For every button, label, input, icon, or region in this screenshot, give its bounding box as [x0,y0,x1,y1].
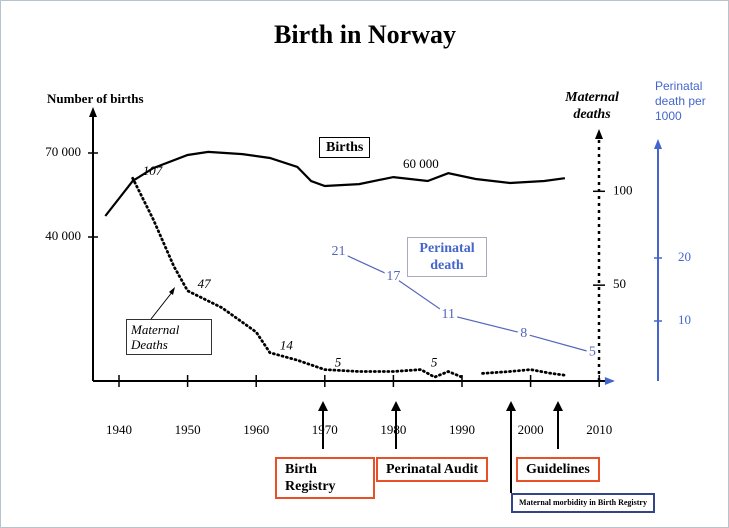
event-box: Guidelines [516,457,600,482]
annotation: 60 000 [403,156,439,171]
data-label: 14 [280,338,294,353]
series-line [338,251,593,354]
x-tick-label: 2010 [586,422,612,437]
y2-tick-label: 50 [613,276,626,291]
data-label: 8 [520,326,527,341]
arrow [654,139,662,149]
data-label: 17 [386,269,400,284]
event-box: Maternal morbidity in Birth Registry [511,493,655,513]
y3-tick-label: 20 [678,249,691,264]
arrow [318,401,328,411]
x-tick-label: 2000 [518,422,544,437]
data-label: 5 [589,345,596,360]
legend-perinatal: Perinatal death [407,237,487,277]
arrow [169,287,175,295]
arrow [506,401,516,411]
data-label: 107 [143,163,163,178]
y-axis-title: Number of births [47,91,144,106]
event-box: Perinatal Audit [376,457,489,482]
event-box: Birth Registry [275,457,375,499]
data-label: 21 [332,244,346,259]
arrow [391,401,401,411]
x-tick-label: 1940 [106,422,132,437]
x-tick-label: 1960 [243,422,269,437]
data-label: 11 [442,307,455,322]
y2-tick-label: 100 [613,182,633,197]
legend-maternal: Maternal Deaths [126,319,212,355]
y-tick-label: 40 000 [45,228,81,243]
x-tick-label: 1970 [312,422,338,437]
y3-tick-label: 10 [678,312,691,327]
y3-axis-title: Perinatal death per 1000 [655,79,706,123]
arrow [604,377,615,385]
chart-title: Birth in Norway [274,20,456,49]
data-label: 47 [198,276,212,291]
series-line [131,176,567,379]
data-label: 5 [335,355,342,370]
y2-axis-title: Maternal deaths [565,90,619,122]
arrow [553,401,563,411]
arrow [89,107,97,117]
series-line [104,150,566,217]
data-label: 5 [431,355,438,370]
y-tick-label: 70 000 [45,144,81,159]
x-tick-label: 1980 [380,422,406,437]
pointer [150,290,174,320]
x-tick-label: 1950 [175,422,201,437]
x-tick-label: 1990 [449,422,475,437]
legend-births: Births [319,137,371,158]
arrow [595,129,603,139]
